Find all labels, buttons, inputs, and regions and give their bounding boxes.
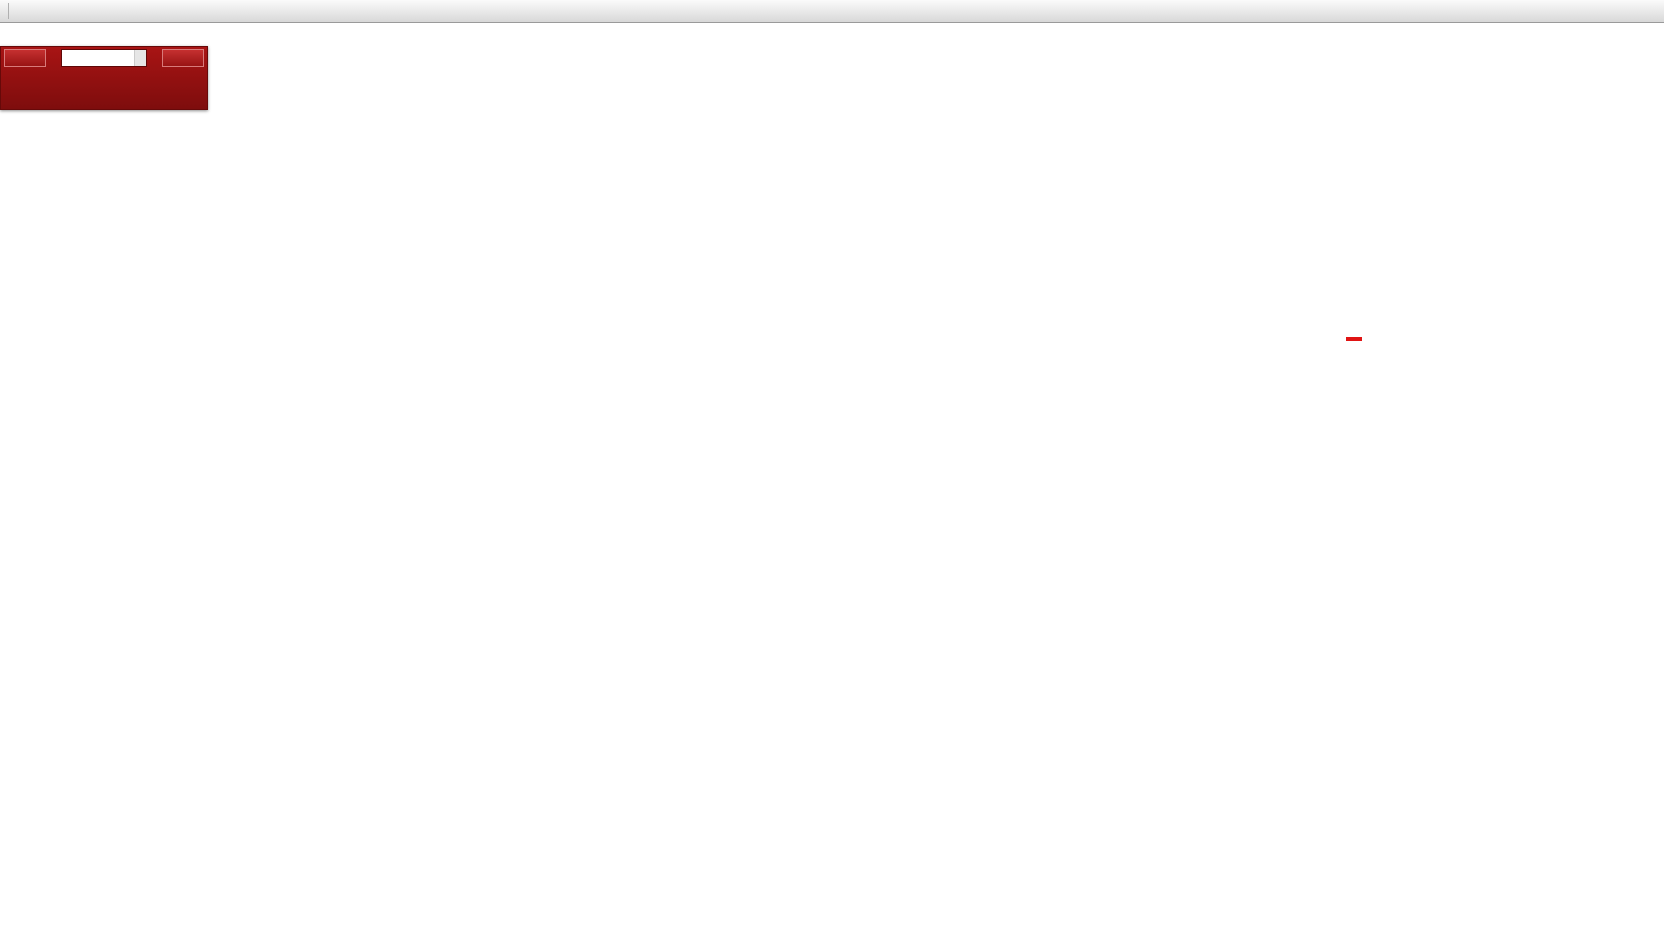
main-toolbar	[0, 0, 1664, 23]
price-callout-label[interactable]	[1346, 337, 1362, 341]
sell-price[interactable]	[8, 69, 9, 73]
time-axis[interactable]	[0, 925, 1664, 945]
toolbar-separator	[8, 3, 9, 19]
sell-button[interactable]	[4, 49, 46, 67]
rsi-indicator-label	[8, 758, 14, 770]
buy-button[interactable]	[162, 49, 204, 67]
sell-options-dropdown-icon[interactable]	[48, 49, 59, 67]
chart-ohlc-header	[7, 28, 11, 42]
one-click-trading-panel	[0, 46, 208, 110]
volume-down-button[interactable]	[135, 58, 146, 66]
volume-stepper	[61, 49, 147, 67]
macd-indicator-label	[8, 590, 20, 602]
buy-price[interactable]	[199, 69, 200, 73]
volume-up-button[interactable]	[135, 50, 146, 58]
buy-options-dropdown-icon[interactable]	[149, 49, 160, 67]
volume-input[interactable]	[62, 50, 134, 66]
